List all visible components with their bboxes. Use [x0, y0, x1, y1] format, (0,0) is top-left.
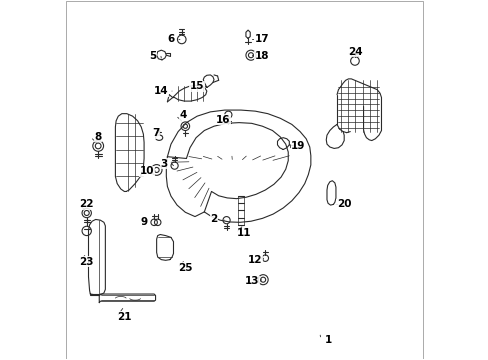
Text: 1: 1	[325, 334, 332, 345]
Text: 21: 21	[117, 312, 131, 322]
Text: 25: 25	[178, 263, 192, 273]
Text: 16: 16	[215, 115, 230, 125]
Text: 6: 6	[167, 35, 174, 44]
Text: 4: 4	[180, 111, 187, 121]
Text: 22: 22	[79, 199, 94, 210]
Text: 17: 17	[254, 35, 268, 44]
Text: 3: 3	[160, 159, 167, 169]
Text: 15: 15	[189, 81, 204, 91]
Text: 2: 2	[210, 215, 217, 224]
Text: 13: 13	[244, 276, 259, 286]
Text: 19: 19	[290, 141, 305, 151]
Text: 23: 23	[79, 257, 94, 267]
Text: 5: 5	[149, 51, 156, 61]
Text: 7: 7	[152, 129, 159, 138]
Text: 11: 11	[236, 228, 250, 238]
Text: 18: 18	[254, 51, 268, 61]
Text: 9: 9	[140, 217, 147, 227]
Text: 12: 12	[247, 255, 262, 265]
Text: 10: 10	[140, 166, 154, 176]
Text: 24: 24	[347, 46, 362, 57]
Text: 14: 14	[154, 86, 168, 96]
Text: 20: 20	[336, 199, 351, 210]
Text: 8: 8	[94, 132, 102, 142]
